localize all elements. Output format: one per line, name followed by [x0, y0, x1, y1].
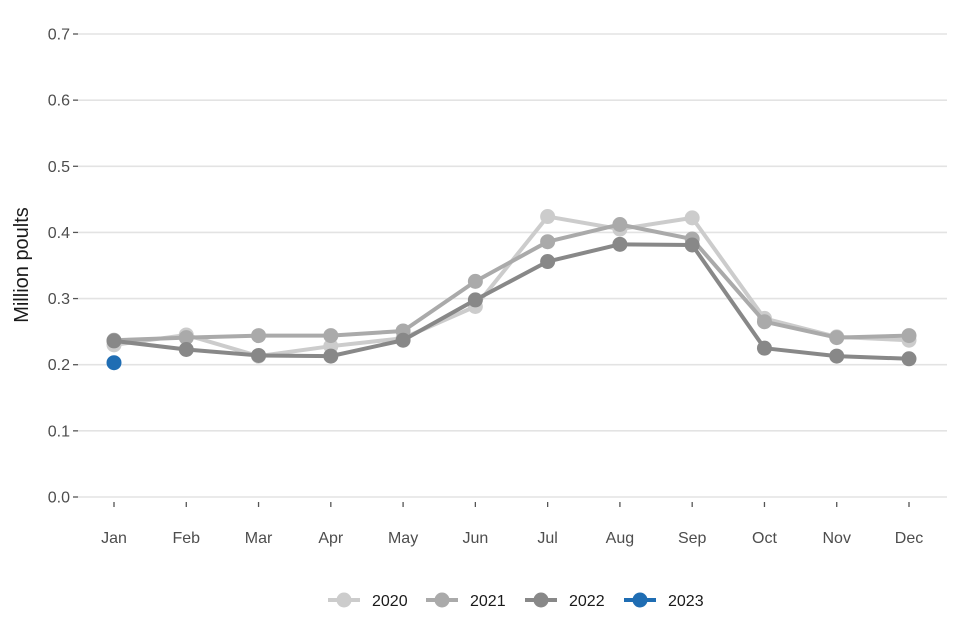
legend-label: 2023	[668, 593, 704, 610]
x-tick-label: Apr	[318, 530, 344, 547]
legend-label: 2021	[470, 593, 506, 610]
data-point	[178, 342, 194, 358]
legend: 2020 2021 2022 2023	[328, 592, 704, 610]
series-2023	[106, 355, 122, 371]
x-tick-label: Jun	[462, 530, 488, 547]
data-point	[323, 348, 339, 364]
y-tick-label: 0.3	[48, 291, 70, 308]
x-tick-label: Oct	[752, 530, 777, 547]
data-point	[756, 340, 772, 356]
y-tick-label: 0.0	[48, 490, 70, 507]
legend-item-2021: 2021	[426, 592, 506, 610]
data-point	[901, 328, 917, 344]
data-point	[756, 314, 772, 330]
grid	[78, 33, 947, 498]
x-tick-label: Aug	[606, 530, 634, 547]
x-tick-label: Jul	[537, 530, 557, 547]
y-tick-label: 0.6	[48, 93, 70, 110]
legend-label: 2020	[372, 593, 408, 610]
legend-item-2022: 2022	[525, 592, 605, 610]
y-tick-label: 0.2	[48, 357, 70, 374]
series-line	[112, 222, 911, 343]
data-point	[251, 328, 267, 344]
data-point	[178, 330, 194, 346]
data-point	[829, 348, 845, 364]
x-axis: Jan Feb Mar Apr May Jun Jul Aug Sep Oct Nov Dec	[101, 502, 923, 547]
series-group	[106, 209, 917, 371]
data-point	[106, 355, 122, 371]
legend-label: 2022	[569, 593, 605, 610]
data-point	[684, 210, 700, 226]
data-point	[467, 273, 483, 289]
data-point	[612, 216, 628, 232]
y-tick-label: 0.5	[48, 159, 70, 176]
data-point	[901, 351, 917, 367]
y-tick-label: 0.1	[48, 423, 70, 440]
legend-key-marker	[434, 592, 450, 608]
data-point	[684, 237, 700, 253]
x-tick-label: Dec	[895, 530, 923, 547]
x-tick-label: Nov	[823, 530, 851, 547]
series-2022	[106, 236, 917, 367]
x-tick-label: Mar	[245, 530, 273, 547]
data-point	[251, 347, 267, 363]
data-point	[395, 332, 411, 348]
data-point	[467, 292, 483, 308]
data-point	[540, 234, 556, 250]
data-point	[106, 333, 122, 349]
data-point	[540, 254, 556, 270]
y-axis: 0.0 0.1 0.2 0.3 0.4 0.5 0.6 0.7	[48, 27, 78, 507]
data-point	[540, 209, 556, 225]
y-tick-label: 0.4	[48, 225, 70, 242]
x-tick-label: Sep	[678, 530, 707, 547]
legend-key-marker	[632, 592, 648, 608]
x-tick-label: Jan	[101, 530, 127, 547]
legend-item-2020: 2020	[328, 592, 408, 610]
y-tick-label: 0.7	[48, 27, 70, 44]
data-point	[323, 328, 339, 344]
x-tick-label: May	[388, 530, 418, 547]
data-point	[829, 330, 845, 346]
data-point	[612, 236, 628, 252]
x-tick-label: Feb	[172, 530, 200, 547]
legend-key-marker	[336, 592, 352, 608]
legend-key-marker	[533, 592, 549, 608]
series-line	[112, 242, 911, 361]
y-axis-title: Million poults	[11, 207, 33, 323]
legend-item-2023: 2023	[624, 592, 704, 610]
